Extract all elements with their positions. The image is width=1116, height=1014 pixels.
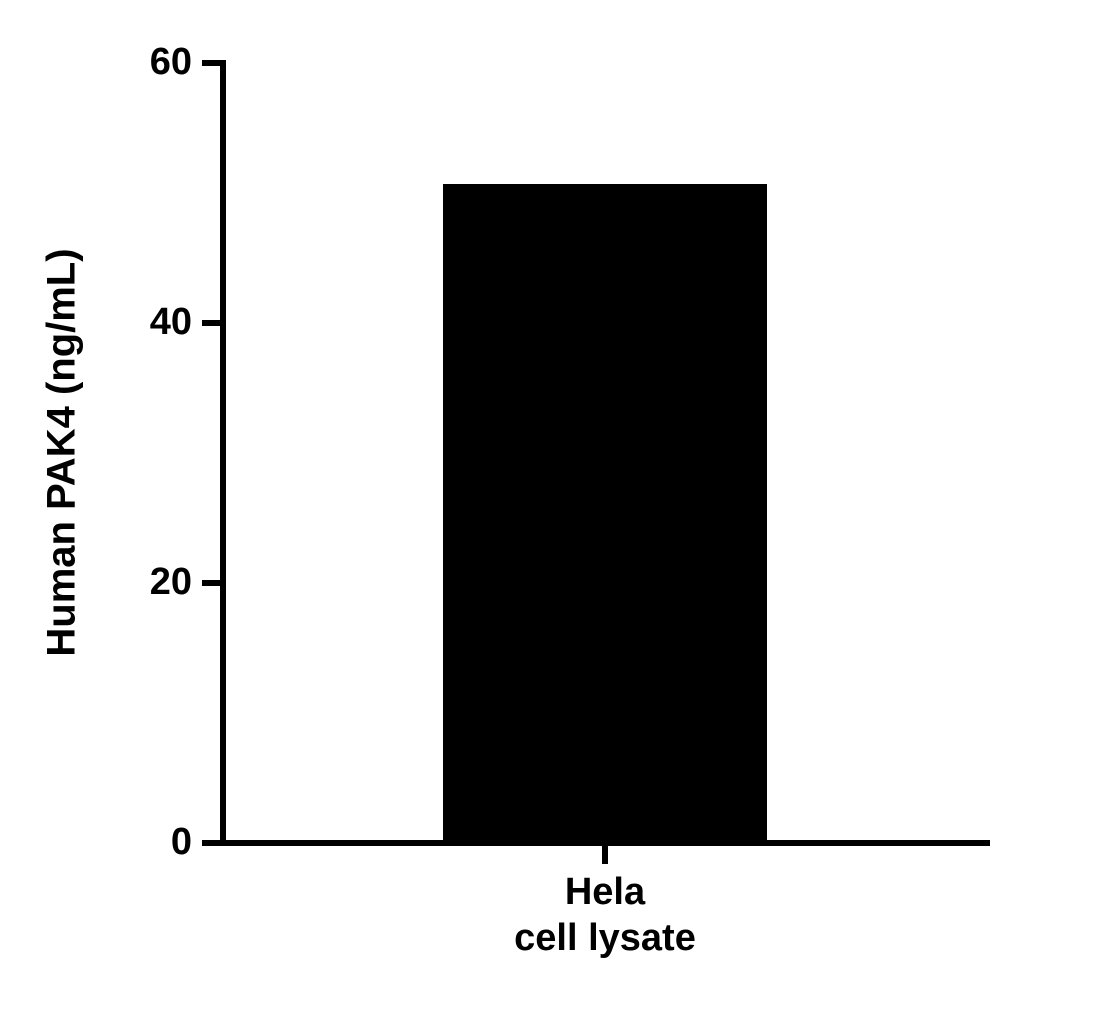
- bar-chart: 0 20 40 60 Human PAK4 (ng/mL) Hela cell lysat…: [0, 0, 1116, 1014]
- y-tick-label: 40: [112, 301, 192, 344]
- x-tick: [602, 846, 608, 864]
- y-axis-title: Human PAK4 (ng/mL): [40, 63, 85, 843]
- y-tick-label: 20: [112, 561, 192, 604]
- y-tick: [202, 320, 220, 326]
- bar: [443, 184, 766, 841]
- y-axis-line: [220, 60, 226, 846]
- y-tick-label: 0: [112, 821, 192, 864]
- y-tick: [202, 580, 220, 586]
- y-tick: [202, 840, 220, 846]
- x-tick-label: Hela cell lysate: [405, 870, 805, 961]
- y-tick-label: 60: [112, 41, 192, 84]
- y-tick: [202, 60, 220, 66]
